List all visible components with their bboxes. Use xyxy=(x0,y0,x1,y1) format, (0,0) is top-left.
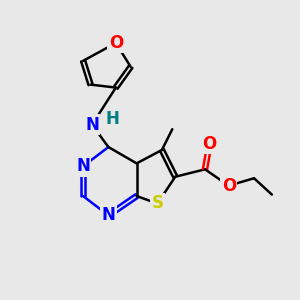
Text: O: O xyxy=(109,34,123,52)
Text: S: S xyxy=(152,194,164,212)
Text: N: N xyxy=(76,157,90,175)
Text: N: N xyxy=(101,206,115,224)
Text: O: O xyxy=(222,177,236,195)
Text: N: N xyxy=(85,116,99,134)
Text: H: H xyxy=(106,110,120,128)
Text: O: O xyxy=(202,135,217,153)
